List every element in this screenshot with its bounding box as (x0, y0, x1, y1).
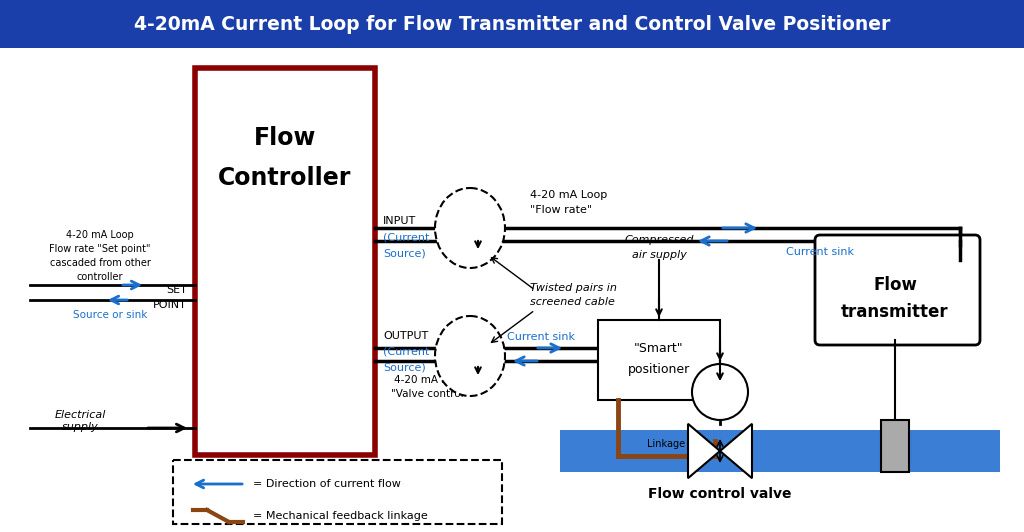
Polygon shape (688, 424, 720, 478)
Circle shape (692, 364, 748, 420)
Text: Controller: Controller (218, 166, 351, 190)
Text: Source): Source) (383, 363, 426, 373)
Text: 4-20 mA Loop
"Valve control": 4-20 mA Loop "Valve control" (391, 375, 469, 399)
Text: INPUT: INPUT (383, 216, 416, 226)
Ellipse shape (435, 188, 505, 268)
Text: = Direction of current flow: = Direction of current flow (253, 479, 400, 489)
Text: POINT: POINT (154, 300, 187, 310)
Bar (0, 0, 1024, 48)
Bar (195, 68, 375, 455)
Text: Flow control valve: Flow control valve (648, 487, 792, 501)
Text: = Mechanical feedback linkage: = Mechanical feedback linkage (253, 511, 428, 521)
Text: Current sink: Current sink (786, 247, 854, 257)
Text: Source or sink: Source or sink (73, 310, 147, 320)
Text: Linkage: Linkage (647, 439, 685, 449)
Text: (Current: (Current (383, 232, 429, 242)
Text: Electrical
supply: Electrical supply (54, 410, 105, 431)
Text: OUTPUT: OUTPUT (383, 331, 428, 341)
Bar (560, 430, 1000, 472)
Text: Source): Source) (383, 248, 426, 258)
FancyBboxPatch shape (815, 235, 980, 345)
Polygon shape (720, 424, 752, 478)
Text: Twisted pairs in
screened cable: Twisted pairs in screened cable (530, 283, 616, 307)
Text: 4-20mA Current Loop for Flow Transmitter and Control Valve Positioner: 4-20mA Current Loop for Flow Transmitter… (134, 14, 890, 34)
Text: air supply: air supply (632, 250, 686, 260)
Bar (598, 320, 720, 400)
Text: transmitter: transmitter (841, 303, 949, 321)
Text: 4-20 mA Loop
Flow rate "Set point"
cascaded from other
controller: 4-20 mA Loop Flow rate "Set point" casca… (49, 230, 151, 282)
Text: Compressed: Compressed (625, 235, 693, 245)
Text: positioner: positioner (628, 363, 690, 377)
Text: 4-20 mA Loop: 4-20 mA Loop (530, 190, 607, 200)
FancyBboxPatch shape (173, 460, 502, 524)
Text: "Smart": "Smart" (634, 342, 684, 354)
Text: Flow: Flow (873, 276, 916, 294)
Text: Current sink: Current sink (507, 332, 575, 342)
Text: (Current: (Current (383, 347, 429, 357)
Text: "Flow rate": "Flow rate" (530, 205, 592, 215)
Text: SET: SET (166, 285, 187, 295)
Text: Flow: Flow (254, 126, 316, 150)
Bar (881, 420, 909, 472)
Ellipse shape (435, 316, 505, 396)
